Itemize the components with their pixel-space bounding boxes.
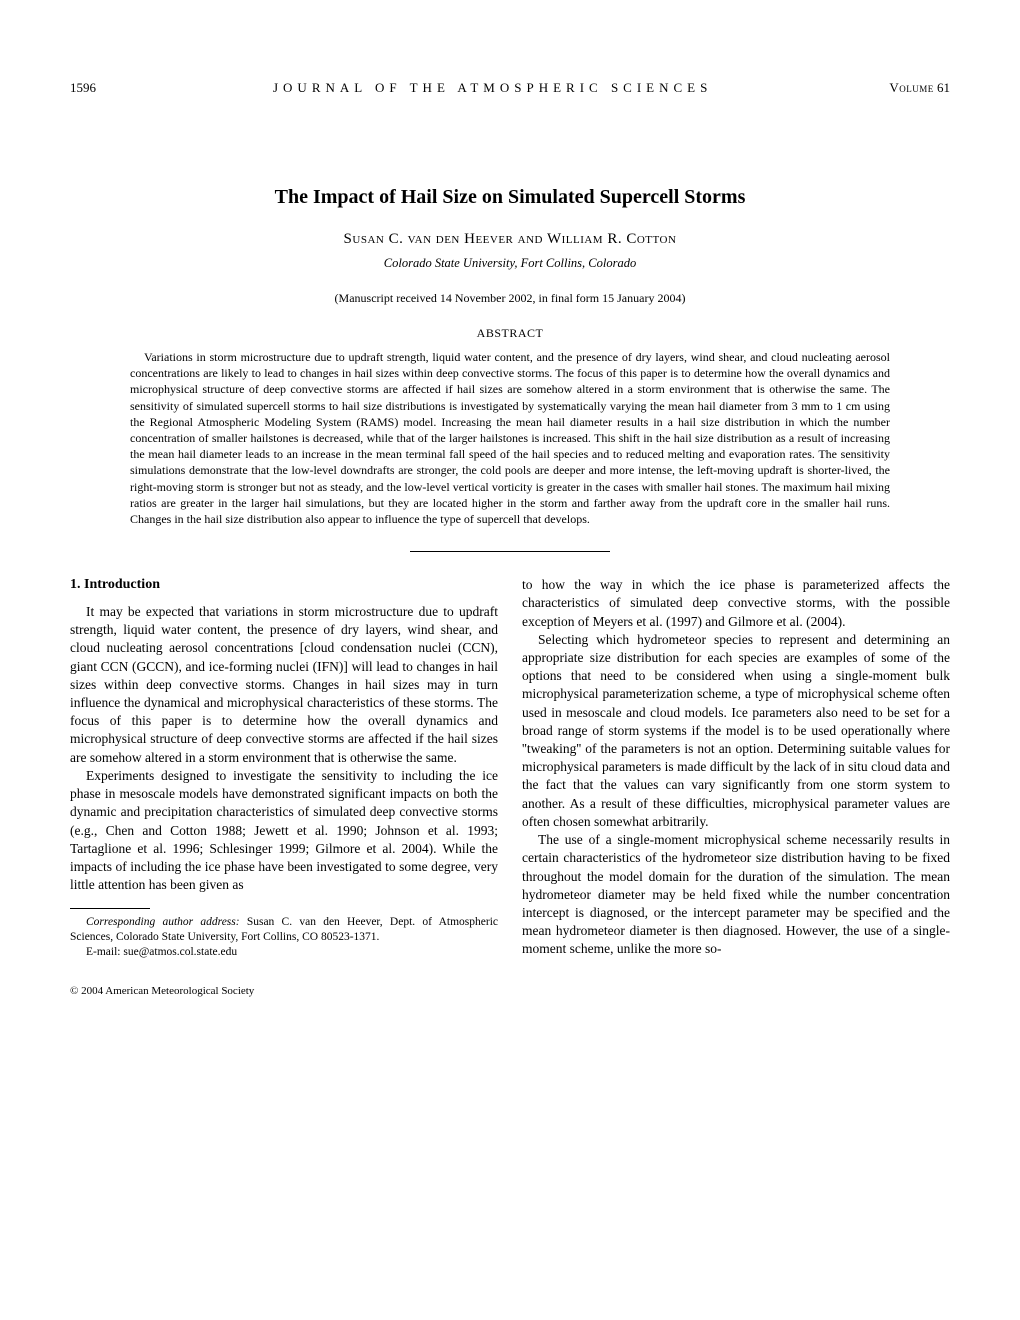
left-column: 1. Introduction It may be expected that … <box>70 576 498 961</box>
abstract-body: Variations in storm microstructure due t… <box>130 349 890 527</box>
volume-info: Volume 61 <box>889 80 950 96</box>
page: 1596 JOURNAL OF THE ATMOSPHERIC SCIENCES… <box>0 0 1020 1037</box>
page-number: 1596 <box>70 80 96 96</box>
abstract-heading: ABSTRACT <box>70 326 950 341</box>
section-heading-intro: 1. Introduction <box>70 576 498 595</box>
copyright-notice: © 2004 American Meteorological Society <box>70 985 950 997</box>
footnote-corresponding-author: Corresponding author address: Susan C. v… <box>70 915 498 945</box>
article-affiliation: Colorado State University, Fort Collins,… <box>70 256 950 271</box>
article-title: The Impact of Hail Size on Simulated Sup… <box>70 186 950 209</box>
volume-label: Volume <box>889 80 933 95</box>
running-header: 1596 JOURNAL OF THE ATMOSPHERIC SCIENCES… <box>70 80 950 96</box>
para-r3: The use of a single-moment microphysical… <box>522 831 950 959</box>
volume-number: 61 <box>937 80 950 95</box>
footnote-separator <box>70 908 150 909</box>
para-r1: to how the way in which the ice phase is… <box>522 576 950 631</box>
corr-author-email: E-mail: sue@atmos.col.state.edu <box>70 945 498 961</box>
body-columns: 1. Introduction It may be expected that … <box>70 576 950 961</box>
corr-author-label: Corresponding author address: <box>86 916 240 928</box>
para-r2: Selecting which hydrometeor species to r… <box>522 631 950 831</box>
para-l1: It may be expected that variations in st… <box>70 603 498 767</box>
section-separator <box>410 551 610 552</box>
journal-name: JOURNAL OF THE ATMOSPHERIC SCIENCES <box>96 80 889 96</box>
para-l2: Experiments designed to investigate the … <box>70 767 498 895</box>
right-column: to how the way in which the ice phase is… <box>522 576 950 961</box>
article-authors: Susan C. van den Heever and William R. C… <box>70 231 950 248</box>
manuscript-info: (Manuscript received 14 November 2002, i… <box>70 291 950 306</box>
